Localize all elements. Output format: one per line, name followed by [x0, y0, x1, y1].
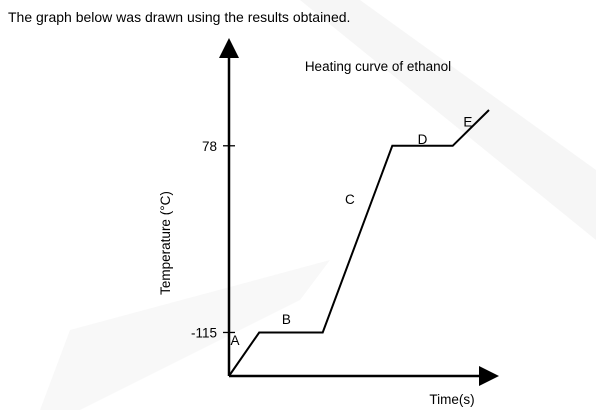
- y-tick-label: 78: [202, 139, 217, 154]
- y-tick-label: -115: [191, 325, 217, 340]
- segment-label-b: B: [282, 312, 291, 327]
- intro-text: The graph below was drawn using the resu…: [8, 9, 351, 25]
- segment-label-e: E: [463, 114, 472, 129]
- y-axis-label: Temperature (°C): [158, 191, 173, 295]
- x-axis-label: Time(s): [429, 392, 474, 407]
- chart-title: Heating curve of ethanol: [305, 59, 451, 74]
- segment-label-d: D: [418, 132, 428, 147]
- segment-label-a: A: [231, 333, 240, 348]
- segment-label-c: C: [345, 192, 355, 207]
- series-line-ethanol: [228, 109, 490, 377]
